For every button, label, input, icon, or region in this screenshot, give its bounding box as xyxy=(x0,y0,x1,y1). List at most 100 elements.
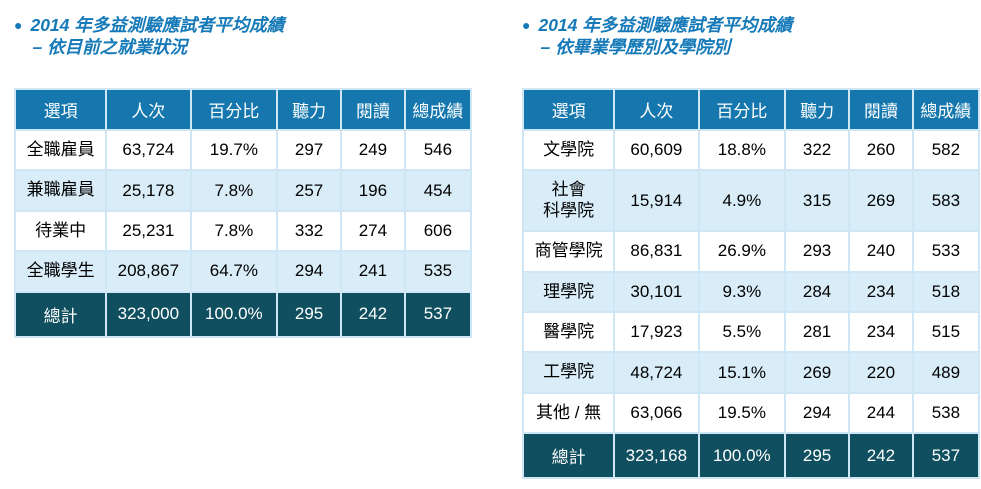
row-label: 理學院 xyxy=(521,270,616,313)
employment-status-table: 選項 人次 百分比 聽力 閱讀 總成績 全職雇員 63,724 19.7% 297 249 546 兼… xyxy=(13,88,473,338)
cell-value: 284 xyxy=(784,270,850,313)
cell-value: 582 xyxy=(911,128,981,172)
section-title: ● 2014 年多益測驗應試者平均成績 – 依畢業學歷別及學院別 xyxy=(522,14,980,58)
cell-value: 315 xyxy=(784,169,850,233)
section-title-line2: – 依目前之就業狀況 xyxy=(32,37,188,57)
header-row: 選項 人次 百分比 聽力 閱讀 總成績 xyxy=(13,88,473,131)
cell-value: 294 xyxy=(276,250,342,293)
cell-value: 274 xyxy=(340,209,406,253)
cell-value: 244 xyxy=(848,391,914,435)
cell-value: 281 xyxy=(784,310,850,354)
cell-value: 260 xyxy=(848,128,914,172)
cell-value: 60,609 xyxy=(613,128,700,172)
total-row: 總計 323,000 100.0% 295 242 537 xyxy=(13,290,473,338)
column-header: 閱讀 xyxy=(340,88,406,131)
row-label: 醫學院 xyxy=(521,310,616,354)
header-row: 選項 人次 百分比 聽力 閱讀 總成績 xyxy=(521,88,981,131)
cell-value: 196 xyxy=(340,169,406,212)
cell-value: 606 xyxy=(403,209,473,253)
total-value: 295 xyxy=(276,290,342,338)
cell-value: 9.3% xyxy=(697,270,787,313)
column-header: 聽力 xyxy=(784,88,850,131)
cell-value: 19.7% xyxy=(189,128,279,172)
row-label: 工學院 xyxy=(521,351,616,394)
table-footer: 總計 323,168 100.0% 295 242 537 xyxy=(521,432,981,480)
table-row: 全職學生 208,867 64.7% 294 241 535 xyxy=(13,250,473,293)
total-value: 537 xyxy=(403,290,473,338)
cell-value: 322 xyxy=(784,128,850,172)
cell-value: 220 xyxy=(848,351,914,394)
total-value: 537 xyxy=(911,432,981,480)
table-body: 全職雇員 63,724 19.7% 297 249 546 兼職雇員 25,178 7.8% 25… xyxy=(13,128,473,293)
total-value: 100.0% xyxy=(189,290,279,338)
cell-value: 208,867 xyxy=(105,250,192,293)
total-value: 295 xyxy=(784,432,850,480)
row-label: 社會 科學院 xyxy=(521,169,616,233)
college-table: 選項 人次 百分比 聽力 閱讀 總成績 文學院 60,609 18.8% 322 260 582 社會… xyxy=(521,88,981,480)
table-row: 其他 / 無 63,066 19.5% 294 244 538 xyxy=(521,391,981,435)
table-row: 文學院 60,609 18.8% 322 260 582 xyxy=(521,128,981,172)
cell-value: 7.8% xyxy=(189,209,279,253)
cell-value: 25,231 xyxy=(105,209,192,253)
section-title: ● 2014 年多益測驗應試者平均成績 – 依目前之就業狀況 xyxy=(14,14,472,58)
cell-value: 533 xyxy=(911,230,981,273)
cell-value: 538 xyxy=(911,391,981,435)
cell-value: 515 xyxy=(911,310,981,354)
row-label: 商管學院 xyxy=(521,230,616,273)
total-value: 323,168 xyxy=(613,432,700,480)
cell-value: 583 xyxy=(911,169,981,233)
cell-value: 257 xyxy=(276,169,342,212)
table-row: 理學院 30,101 9.3% 284 234 518 xyxy=(521,270,981,313)
row-label: 文學院 xyxy=(521,128,616,172)
table-row: 商管學院 86,831 26.9% 293 240 533 xyxy=(521,230,981,273)
table-header: 選項 人次 百分比 聽力 閱讀 總成績 xyxy=(521,88,981,131)
table-row: 待業中 25,231 7.8% 332 274 606 xyxy=(13,209,473,253)
cell-value: 234 xyxy=(848,270,914,313)
bullet-icon: ● xyxy=(522,17,531,33)
cell-value: 293 xyxy=(784,230,850,273)
column-header: 總成績 xyxy=(403,88,473,131)
cell-value: 5.5% xyxy=(697,310,787,354)
table-row: 兼職雇員 25,178 7.8% 257 196 454 xyxy=(13,169,473,212)
cell-value: 294 xyxy=(784,391,850,435)
cell-value: 63,724 xyxy=(105,128,192,172)
section-title-line1: 2014 年多益測驗應試者平均成績 xyxy=(30,15,285,35)
table-footer: 總計 323,000 100.0% 295 242 537 xyxy=(13,290,473,338)
row-label: 兼職雇員 xyxy=(13,169,108,212)
cell-value: 489 xyxy=(911,351,981,394)
column-header: 百分比 xyxy=(189,88,279,131)
column-header: 人次 xyxy=(613,88,700,131)
row-label: 其他 / 無 xyxy=(521,391,616,435)
cell-value: 17,923 xyxy=(613,310,700,354)
report-page: ● 2014 年多益測驗應試者平均成績 – 依目前之就業狀況 選項 人次 百分比 聽力… xyxy=(13,14,981,480)
cell-value: 19.5% xyxy=(697,391,787,435)
cell-value: 18.8% xyxy=(697,128,787,172)
column-header: 選項 xyxy=(13,88,108,131)
cell-value: 332 xyxy=(276,209,342,253)
table-body: 文學院 60,609 18.8% 322 260 582 社會 科學院 15,914 4.9% 3… xyxy=(521,128,981,435)
section-title-line1: 2014 年多益測驗應試者平均成績 xyxy=(538,15,793,35)
table-header: 選項 人次 百分比 聽力 閱讀 總成績 xyxy=(13,88,473,131)
table-row: 社會 科學院 15,914 4.9% 315 269 583 xyxy=(521,169,981,233)
cell-value: 518 xyxy=(911,270,981,313)
total-value: 100.0% xyxy=(697,432,787,480)
row-label: 全職學生 xyxy=(13,250,108,293)
cell-value: 297 xyxy=(276,128,342,172)
section-title-text: 2014 年多益測驗應試者平均成績 – 依畢業學歷別及學院別 xyxy=(538,14,792,58)
cell-value: 7.8% xyxy=(189,169,279,212)
total-value: 323,000 xyxy=(105,290,192,338)
cell-value: 48,724 xyxy=(613,351,700,394)
cell-value: 64.7% xyxy=(189,250,279,293)
table-section-college: ● 2014 年多益測驗應試者平均成績 – 依畢業學歷別及學院別 選項 人次 百分比… xyxy=(521,14,981,480)
total-label: 總計 xyxy=(13,290,108,338)
row-label: 全職雇員 xyxy=(13,128,108,172)
cell-value: 249 xyxy=(340,128,406,172)
cell-value: 86,831 xyxy=(613,230,700,273)
cell-value: 269 xyxy=(848,169,914,233)
total-value: 242 xyxy=(848,432,914,480)
column-header: 百分比 xyxy=(697,88,787,131)
total-label: 總計 xyxy=(521,432,616,480)
total-row: 總計 323,168 100.0% 295 242 537 xyxy=(521,432,981,480)
column-header: 人次 xyxy=(105,88,192,131)
cell-value: 241 xyxy=(340,250,406,293)
